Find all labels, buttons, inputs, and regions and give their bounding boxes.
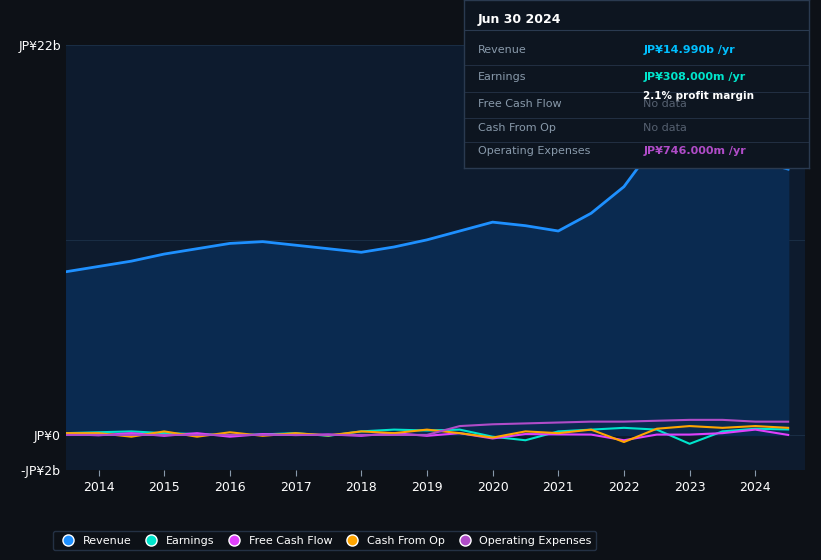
Text: JP¥14.990b /yr: JP¥14.990b /yr <box>643 45 735 55</box>
Text: Operating Expenses: Operating Expenses <box>478 146 590 156</box>
Text: Cash From Op: Cash From Op <box>478 123 556 133</box>
Text: Jun 30 2024: Jun 30 2024 <box>478 13 562 26</box>
Legend: Revenue, Earnings, Free Cash Flow, Cash From Op, Operating Expenses: Revenue, Earnings, Free Cash Flow, Cash … <box>53 531 596 550</box>
Text: Free Cash Flow: Free Cash Flow <box>478 99 562 109</box>
Text: Revenue: Revenue <box>478 45 526 55</box>
Text: No data: No data <box>643 123 687 133</box>
Text: JP¥308.000m /yr: JP¥308.000m /yr <box>643 72 745 82</box>
Text: 2.1% profit margin: 2.1% profit margin <box>643 91 754 101</box>
Text: No data: No data <box>643 99 687 109</box>
Text: Earnings: Earnings <box>478 72 526 82</box>
Text: JP¥746.000m /yr: JP¥746.000m /yr <box>643 146 746 156</box>
